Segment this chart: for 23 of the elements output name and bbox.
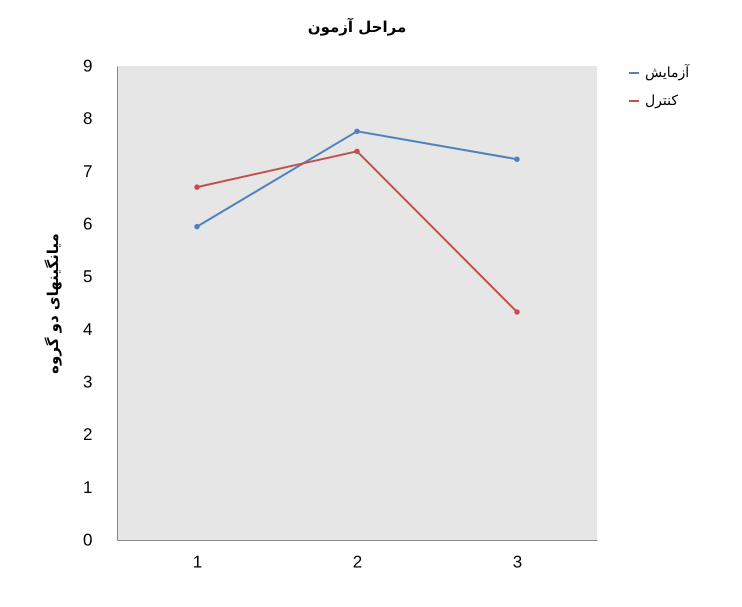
y-tick-label: 4 [83,320,92,339]
y-tick-label: 7 [83,162,92,181]
point [194,224,200,230]
point [514,156,520,162]
legend-label: آزمایش [645,63,690,81]
y-tick-label: 9 [83,56,92,76]
x-tick-label: 2 [352,552,362,572]
x-tick-label: 3 [512,552,522,572]
legend-label: کنترل [645,92,678,109]
y-tick-label: 3 [83,372,92,392]
chart-title: مراحل آزمون [308,17,406,36]
x-tick-label: 1 [192,552,202,572]
point [514,309,520,315]
point [194,184,200,190]
y-tick-label: 2 [83,425,92,444]
point [354,128,360,134]
y-axis-title: میانگینهای دو گروه [44,233,62,374]
y-tick-label: 8 [83,109,92,128]
y-tick-label: 5 [83,267,92,286]
y-tick-label: 6 [83,214,92,234]
y-tick-label: 0 [83,530,92,550]
point [354,148,360,154]
y-tick-label: 1 [83,478,92,497]
